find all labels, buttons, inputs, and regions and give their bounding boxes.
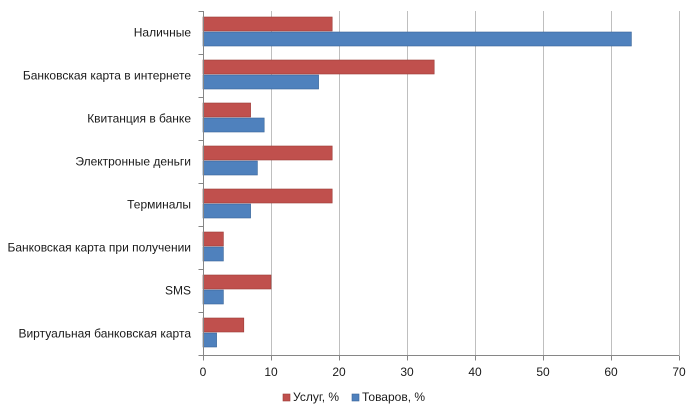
bar-goods-1 bbox=[202, 74, 319, 90]
legend-swatch-1 bbox=[351, 393, 360, 402]
bar-services-4 bbox=[202, 188, 333, 204]
bar-services-2 bbox=[202, 102, 251, 118]
x-tick-label-70: 70 bbox=[672, 365, 686, 379]
bar-services-5 bbox=[202, 231, 224, 247]
bar-services-7 bbox=[202, 317, 245, 333]
category-label-5: Банковская карта при получении bbox=[7, 241, 191, 255]
x-tick-label-0: 0 bbox=[200, 365, 207, 379]
category-label-6: SMS bbox=[165, 284, 191, 298]
bar-services-3 bbox=[202, 145, 333, 161]
bar-goods-0 bbox=[202, 31, 632, 47]
bar-goods-2 bbox=[202, 117, 265, 133]
bar-services-6 bbox=[202, 274, 272, 290]
legend-label-0: Услуг, % bbox=[293, 390, 339, 404]
x-tick-label-60: 60 bbox=[604, 365, 618, 379]
category-label-1: Банковская карта в интернете bbox=[23, 69, 191, 83]
bar-goods-4 bbox=[202, 203, 251, 219]
legend-label-1: Товаров, % bbox=[362, 390, 425, 404]
x-tick-labels: 0 10 20 30 40 50 60 70 bbox=[200, 365, 686, 379]
x-tick-label-10: 10 bbox=[264, 365, 278, 379]
bars bbox=[202, 16, 632, 348]
legend: Услуг, % Товаров, % bbox=[282, 390, 425, 404]
legend-swatch-0 bbox=[282, 393, 291, 402]
category-label-0: Наличные bbox=[134, 26, 192, 40]
category-label-2: Квитанция в банке bbox=[87, 112, 191, 126]
category-label-7: Виртуальная банковская карта bbox=[18, 327, 191, 341]
x-tick-label-20: 20 bbox=[332, 365, 346, 379]
category-labels: Наличные Банковская карта в интернете Квит… bbox=[7, 26, 191, 341]
bar-goods-7 bbox=[202, 332, 217, 348]
bar-services-0 bbox=[202, 16, 333, 32]
x-tick-label-40: 40 bbox=[468, 365, 482, 379]
bar-goods-6 bbox=[202, 289, 224, 305]
x-tick-label-30: 30 bbox=[400, 365, 414, 379]
x-tick-label-50: 50 bbox=[536, 365, 550, 379]
bar-services-1 bbox=[202, 59, 435, 75]
axes bbox=[198, 11, 680, 361]
bar-goods-5 bbox=[202, 246, 224, 262]
bar-goods-3 bbox=[202, 160, 258, 176]
category-label-3: Электронные деньги bbox=[75, 155, 191, 169]
category-label-4: Терминалы bbox=[127, 198, 191, 212]
